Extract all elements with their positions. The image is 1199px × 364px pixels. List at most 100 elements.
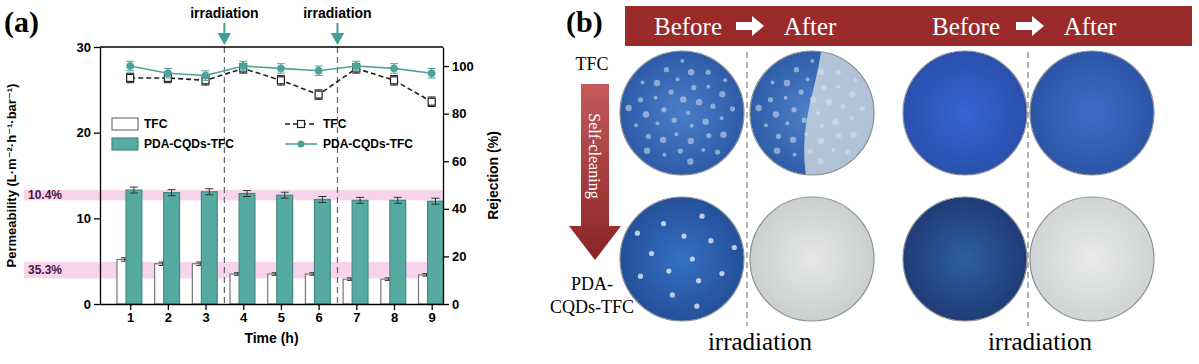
- membrane-rim: [620, 197, 744, 321]
- membrane-texture: [826, 99, 832, 105]
- membrane-texture: [849, 91, 855, 97]
- y-axis: 0102030: [77, 40, 101, 312]
- membrane-texture: [784, 80, 790, 86]
- membrane: [750, 197, 874, 321]
- bar: [164, 193, 180, 304]
- membrane-texture: [688, 138, 694, 144]
- membrane-texture: [690, 256, 695, 261]
- error-bar: [394, 197, 402, 203]
- y2-axis-line: [443, 48, 444, 305]
- membrane-texture: [680, 96, 686, 102]
- membrane-texture: [832, 118, 838, 124]
- membrane-texture: [644, 148, 650, 154]
- y2-tick: 80: [443, 106, 466, 121]
- membrane-texture: [664, 67, 669, 72]
- bar: [314, 199, 330, 304]
- membrane-texture: [785, 121, 789, 125]
- error-bar: [390, 64, 398, 74]
- y2-tick-label: 80: [452, 106, 466, 121]
- error-bar: [356, 197, 364, 203]
- self-cleaning-arrow: [569, 84, 621, 260]
- x-tick-mark: [432, 304, 433, 310]
- x-tick-label: 2: [165, 310, 172, 325]
- membrane-texture: [791, 107, 796, 112]
- y-tick-mark: [94, 304, 100, 305]
- x-tick-label: 3: [202, 310, 209, 325]
- membrane-texture: [790, 137, 796, 143]
- legend-label: PDA-CQDs-TFC: [144, 137, 234, 151]
- caption: irradiation: [988, 328, 1093, 355]
- membrane-texture: [840, 104, 845, 109]
- y2-tick-label: 0: [452, 297, 459, 312]
- annotation-text: irradiation: [190, 5, 258, 21]
- membrane-texture: [646, 134, 651, 139]
- marker: [202, 72, 209, 79]
- marker: [428, 70, 435, 77]
- error-bar: [352, 61, 360, 71]
- x-tick-label: 1: [127, 310, 134, 325]
- error-bar: [205, 189, 213, 195]
- membrane-texture: [720, 116, 724, 120]
- membrane-photo: [1030, 197, 1154, 321]
- x-axis-title: Time (h): [244, 330, 298, 346]
- header-text: Before: [932, 13, 1000, 40]
- x-axis-line: [101, 304, 444, 305]
- bands: 10.4%35.3%: [24, 188, 443, 278]
- frame-top: [100, 46, 443, 47]
- membrane-rim: [1030, 197, 1154, 321]
- membrane-texture: [696, 99, 702, 105]
- membrane-texture: [836, 133, 841, 138]
- legend-label: TFC: [323, 117, 347, 131]
- membrane: [1030, 51, 1154, 175]
- y2-tick-label: 100: [452, 59, 474, 74]
- y2-axis: 020406080100: [443, 48, 474, 312]
- membrane-texture: [831, 148, 835, 152]
- bar: [126, 190, 142, 304]
- legend-label: TFC: [144, 117, 168, 131]
- y2-tick-mark: [443, 113, 449, 114]
- header-text: After: [784, 13, 837, 40]
- y-tick: 10: [77, 211, 100, 226]
- error-bar: [130, 187, 138, 193]
- x-tick: 8: [391, 304, 398, 325]
- membrane: [903, 51, 1027, 175]
- membrane-texture: [818, 69, 824, 75]
- membrane-texture: [680, 59, 684, 63]
- x-tick: 4: [240, 304, 248, 325]
- membrane-texture: [720, 132, 726, 138]
- membrane-photo: [750, 43, 892, 183]
- membrane: [620, 51, 744, 175]
- membrane-texture: [771, 80, 775, 84]
- y2-tick-label: 40: [452, 201, 466, 216]
- x-tick-label: 5: [278, 310, 285, 325]
- bar: [428, 201, 443, 304]
- membrane-rim: [903, 51, 1027, 175]
- marker: [127, 63, 134, 70]
- y2-tick: 60: [443, 154, 466, 169]
- x-tick: 9: [429, 304, 436, 325]
- x-axis: 123456789: [101, 304, 444, 325]
- membrane-texture: [802, 118, 807, 123]
- row-label: PDA-: [571, 274, 613, 294]
- header-text: After: [1064, 13, 1117, 40]
- panel-label: (a): [4, 5, 39, 39]
- marker: [127, 74, 134, 81]
- membrane-texture: [661, 221, 666, 226]
- y-tick-mark: [94, 133, 100, 134]
- caption: irradiation: [708, 328, 813, 355]
- membrane-photo: [903, 51, 1027, 175]
- error-bar: [277, 64, 285, 74]
- y-tick-label: 0: [84, 297, 91, 312]
- marker: [315, 67, 322, 74]
- membrane-texture: [793, 153, 797, 157]
- marker: [315, 91, 322, 98]
- x-tick-label: 9: [429, 310, 436, 325]
- x-tick-mark: [318, 304, 319, 310]
- membrane-texture: [676, 77, 680, 81]
- membrane-rim: [620, 51, 744, 175]
- bar: [201, 192, 217, 304]
- band-label: 35.3%: [28, 263, 62, 277]
- y-tick-label: 30: [77, 40, 91, 55]
- membrane-texture: [706, 70, 711, 75]
- separator: [746, 52, 748, 326]
